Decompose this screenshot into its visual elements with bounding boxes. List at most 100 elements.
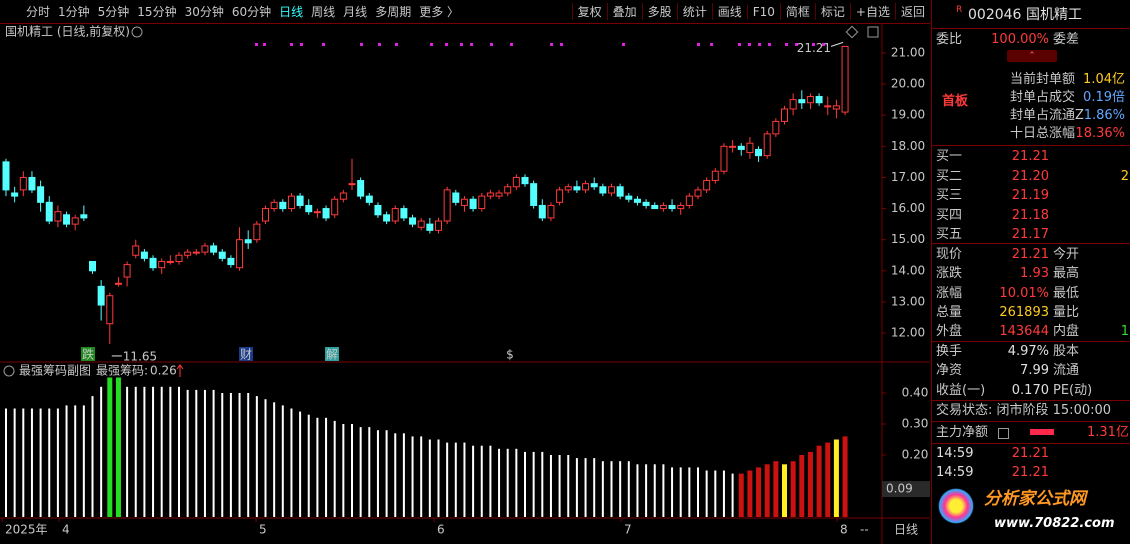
action-button[interactable]: 多股 — [641, 3, 677, 20]
label: 主力净额 — [936, 425, 989, 440]
y-tick-label: 14.00 — [891, 263, 925, 277]
candle-body — [63, 214, 71, 225]
signal-dot — [378, 43, 381, 46]
signal-dot — [758, 43, 761, 46]
candle-body — [729, 145, 737, 148]
chart-area: 国机精工 (日线,前复权) 最强筹码副图 最强筹码: 0.26 21.00 20.… — [0, 23, 930, 544]
candle-body — [677, 204, 685, 210]
period-tab[interactable]: 分时 — [26, 5, 51, 19]
bar — [178, 386, 180, 517]
candle-body — [374, 204, 382, 216]
candle-body — [720, 145, 728, 172]
menu-icon[interactable] — [998, 428, 1009, 439]
action-button[interactable]: 简框 — [779, 3, 815, 20]
bar — [782, 464, 787, 517]
bar — [333, 420, 336, 517]
signal: 解 — [326, 348, 338, 362]
signal-dot — [322, 43, 325, 46]
bar — [411, 436, 414, 517]
bar — [169, 386, 172, 517]
value: 1.86% — [1083, 108, 1125, 123]
candle-body — [409, 217, 417, 225]
period-tab[interactable]: 30分钟 — [184, 5, 224, 19]
x-tick-label: 7 — [624, 523, 632, 537]
sub-icon[interactable] — [3, 365, 15, 377]
bar — [428, 439, 431, 517]
bar — [22, 408, 25, 517]
label: 今开 — [1053, 247, 1080, 262]
value: 1 — [1120, 324, 1129, 340]
bar — [212, 389, 215, 517]
candle-body — [236, 239, 244, 269]
title-icon[interactable] — [131, 26, 143, 38]
period-tab[interactable]: 1分钟 — [58, 5, 90, 19]
action-button[interactable]: F10 — [746, 4, 780, 19]
bar — [506, 448, 509, 517]
period-tab[interactable]: 周线 — [311, 5, 336, 19]
candle-body — [175, 254, 183, 262]
candle-body — [530, 183, 538, 206]
signal-dot — [822, 43, 825, 46]
bar — [756, 467, 762, 517]
y-tick-label: 21.00 — [891, 45, 925, 59]
action-button[interactable]: 复权 — [571, 3, 607, 20]
sub-title: 最强筹码副图 — [19, 364, 91, 378]
signal-dot — [560, 43, 563, 46]
candle-body — [608, 186, 615, 194]
x-tick-label: 5 — [259, 523, 267, 537]
bar — [515, 448, 518, 517]
bar — [489, 445, 492, 517]
candle-body — [279, 201, 287, 210]
candle-body — [694, 189, 702, 197]
high-arrow — [830, 41, 844, 47]
label: 量比 — [1053, 304, 1080, 320]
candle-body — [158, 260, 166, 269]
sub-current: 0.26 — [150, 364, 177, 378]
price: 21.21 — [1011, 465, 1049, 480]
bar — [842, 436, 848, 517]
bar — [833, 439, 839, 517]
period-tab[interactable]: 60分钟 — [231, 5, 272, 19]
period-tab[interactable]: 15分钟 — [137, 5, 177, 19]
bar — [731, 473, 734, 517]
action-button[interactable]: 统计 — [676, 3, 712, 20]
action-button[interactable]: 叠加 — [606, 3, 642, 20]
stock-name: 国机精工 — [1026, 7, 1082, 23]
trade-status: 交易状态: 闭市阶段 15:00:00 — [936, 403, 1112, 418]
action-button[interactable]: 返回 — [894, 3, 930, 20]
value: 21.20 — [1011, 168, 1049, 184]
signal: $ — [506, 348, 514, 362]
period-tab[interactable]: 日线 — [279, 5, 304, 19]
bar — [195, 389, 198, 517]
signal-bg — [239, 347, 253, 361]
bar — [134, 386, 137, 517]
candle-body — [469, 198, 477, 210]
value: 21.18 — [1011, 207, 1049, 223]
bar — [790, 461, 796, 517]
bar — [143, 386, 146, 517]
candle-body — [322, 208, 330, 219]
period-tab[interactable]: 月线 — [343, 5, 368, 19]
period-tab[interactable]: 多周期 — [375, 5, 412, 19]
bar — [619, 461, 622, 517]
panel-icon[interactable] — [867, 26, 879, 38]
bar — [39, 408, 42, 517]
value: 18.36% — [1075, 126, 1125, 141]
action-button[interactable]: +自选 — [849, 3, 895, 20]
candle-body — [435, 220, 442, 231]
signal-bg — [325, 347, 339, 361]
candle-body — [19, 176, 27, 191]
action-button[interactable]: 画线 — [711, 3, 747, 20]
signal-dot — [290, 43, 293, 46]
candle-body — [71, 217, 79, 225]
period-tab[interactable]: 5分钟 — [97, 5, 130, 19]
bar — [463, 442, 466, 517]
diamond-icon[interactable] — [845, 25, 859, 39]
action-button[interactable]: 标记 — [814, 3, 850, 20]
candle-body — [339, 192, 347, 200]
candle-body — [210, 245, 218, 253]
collapse-button[interactable]: ⌃ — [1007, 50, 1057, 62]
logo — [938, 488, 974, 524]
period-tab[interactable]: 更多 〉 — [419, 5, 460, 19]
bar — [100, 386, 103, 517]
